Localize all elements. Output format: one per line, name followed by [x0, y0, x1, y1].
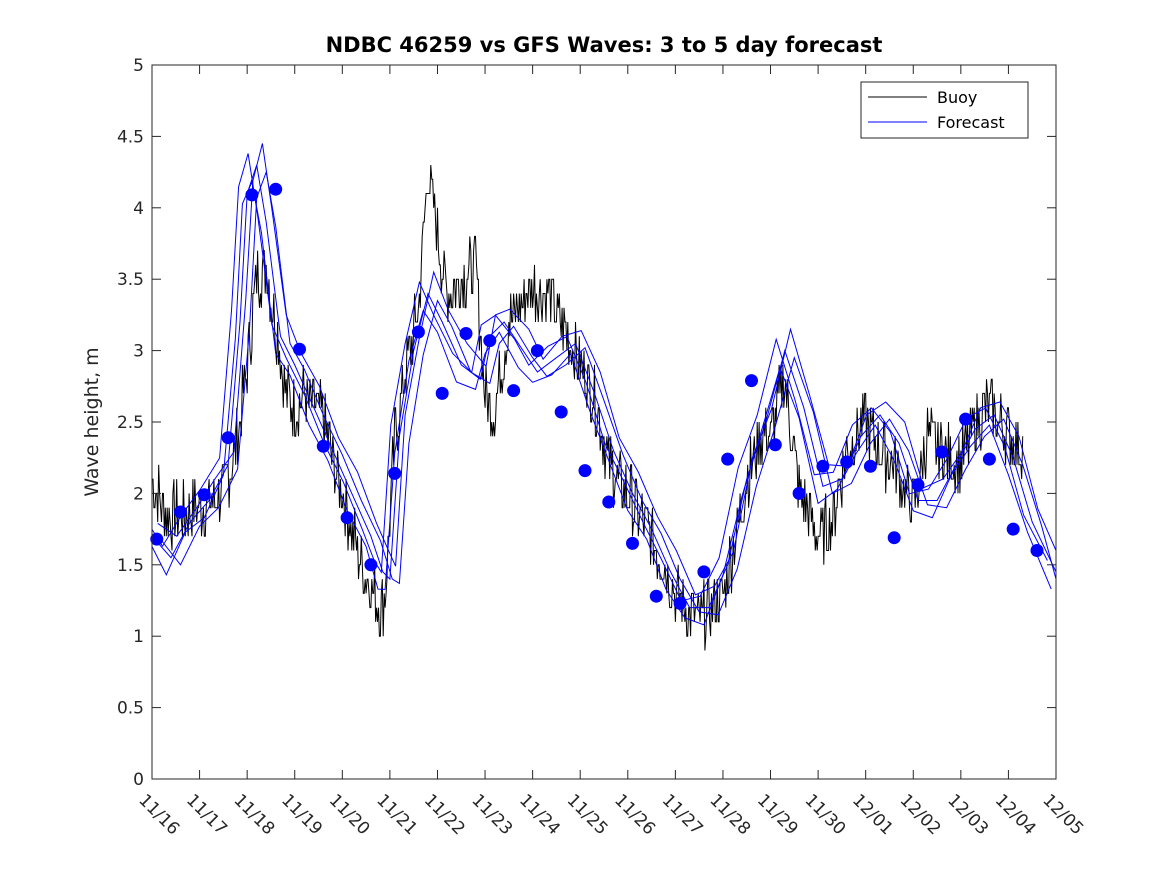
y-axis-ticks: 0 0.5 1 1.5 2 2.5 3 3.5 4 4.5 5 [117, 56, 1056, 790]
forecast-line [157, 143, 1057, 596]
forecast-line [161, 170, 1057, 616]
forecast-marker [602, 495, 616, 509]
forecast-marker [293, 342, 306, 356]
forecast-marker [1006, 522, 1020, 536]
x-tick-label: 11/17 [182, 790, 231, 839]
y-tick-label: 0.5 [117, 699, 144, 719]
forecast-marker [840, 455, 854, 469]
x-tick-label: 11/26 [610, 790, 659, 839]
forecast-marker [221, 431, 235, 445]
forecast-marker [388, 466, 402, 480]
y-tick-label: 3.5 [117, 270, 144, 290]
x-tick-label: 12/03 [943, 790, 992, 839]
forecast-marker [935, 445, 949, 459]
x-tick-label: 11/24 [515, 790, 564, 839]
forecast-marker [578, 464, 592, 478]
forecast-marker [530, 344, 544, 358]
forecast-marker [887, 531, 901, 545]
y-tick-label: 1 [133, 627, 144, 647]
forecast-marker [269, 182, 283, 196]
forecast-marker [721, 452, 735, 466]
x-tick-label: 11/25 [563, 790, 612, 839]
forecast-line [151, 164, 1057, 609]
forecast-marker [1030, 544, 1044, 557]
x-tick-label: 11/29 [753, 790, 802, 839]
chart-title: NDBC 46259 vs GFS Waves: 3 to 5 day fore… [326, 33, 883, 57]
y-tick-label: 5 [133, 56, 144, 76]
forecast-marker [435, 386, 449, 400]
legend: Buoy Forecast [860, 81, 1029, 139]
forecast-marker [697, 565, 711, 579]
forecast-marker [197, 488, 211, 502]
forecast-marker [364, 558, 378, 572]
legend-box [860, 81, 1029, 139]
forecast-marker [459, 327, 473, 340]
forecast-marker [745, 374, 758, 388]
forecast-marker [507, 384, 521, 398]
forecast-marker [768, 438, 782, 452]
x-tick-label: 11/27 [658, 790, 707, 839]
forecast-marker [340, 511, 354, 525]
y-tick-label: 4 [133, 199, 144, 219]
forecast-marker [959, 412, 973, 426]
forecast-marker [483, 334, 497, 348]
forecast-marker [816, 459, 830, 473]
forecast-marker [411, 325, 425, 339]
forecast-marker [982, 452, 996, 466]
y-axis-label: Wave height, m [81, 347, 103, 496]
x-tick-label: 11/20 [325, 790, 374, 839]
x-tick-label: 11/16 [134, 790, 183, 839]
forecast-marker [673, 596, 687, 610]
y-tick-label: 2 [133, 484, 144, 504]
forecast-marker [245, 188, 259, 202]
x-tick-label: 12/04 [991, 790, 1040, 839]
forecast-marker [911, 478, 925, 492]
x-tick-label: 12/05 [1038, 790, 1087, 839]
y-tick-label: 2.5 [117, 413, 144, 433]
legend-forecast-label: Forecast [937, 113, 1005, 132]
forecast-marker [863, 459, 877, 473]
x-tick-label: 11/30 [801, 790, 850, 839]
forecast-markers [150, 182, 1044, 610]
y-tick-label: 3 [133, 342, 144, 362]
forecast-marker [626, 536, 639, 550]
forecast-marker [316, 439, 330, 453]
x-tick-label: 11/18 [230, 790, 279, 839]
y-tick-label: 1.5 [117, 556, 144, 576]
forecast-marker [150, 532, 164, 546]
forecast-marker [554, 405, 568, 419]
forecast-marker [649, 589, 663, 603]
x-tick-label: 12/01 [848, 790, 897, 839]
x-tick-label: 11/23 [468, 790, 517, 839]
legend-buoy-label: Buoy [937, 88, 977, 107]
forecast-marker [792, 486, 806, 500]
y-tick-label: 0 [133, 770, 144, 790]
x-tick-label: 11/21 [372, 790, 421, 839]
forecast-marker [174, 505, 187, 519]
x-tick-label: 11/19 [277, 790, 326, 839]
y-tick-label: 4.5 [117, 127, 144, 147]
x-tick-label: 12/02 [896, 790, 945, 839]
x-tick-label: 11/22 [420, 790, 469, 839]
x-tick-label: 11/28 [705, 790, 754, 839]
forecast-line [151, 180, 1052, 626]
